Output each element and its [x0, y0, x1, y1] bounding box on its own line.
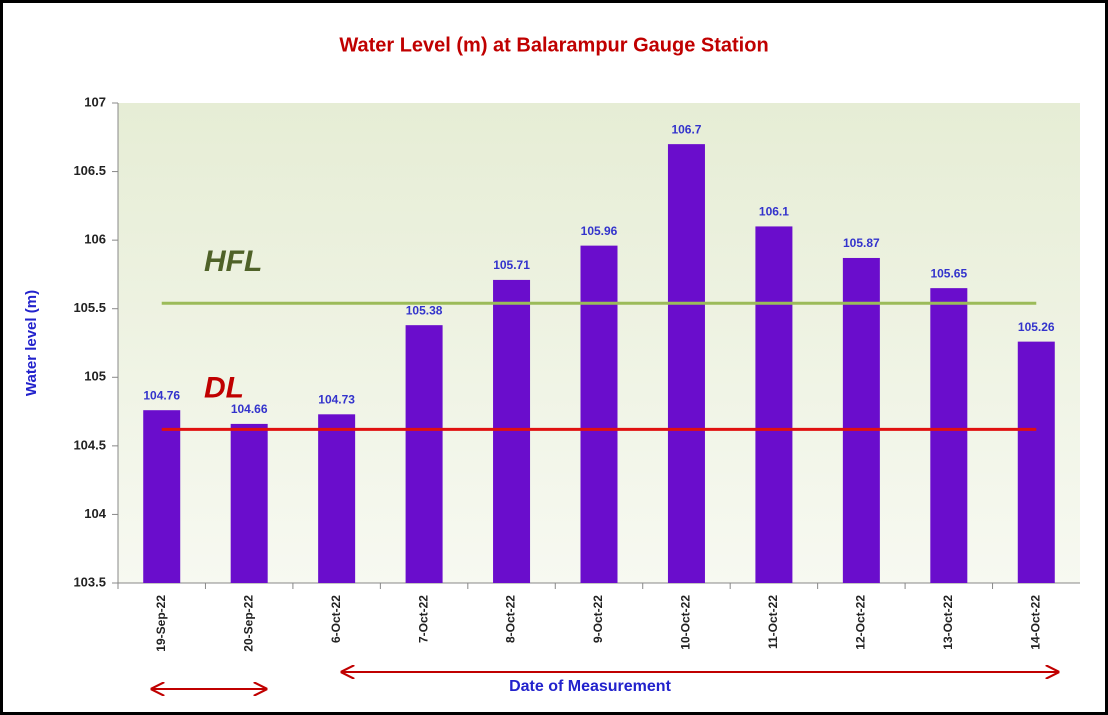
bar — [493, 279, 531, 583]
data-label: 105.26 — [1018, 320, 1055, 334]
bar — [405, 325, 443, 583]
bar — [1017, 341, 1055, 583]
bar — [842, 257, 880, 583]
data-label: 105.96 — [581, 224, 618, 238]
data-label: 106.7 — [671, 122, 701, 136]
x-tick-label: 13-Oct-22 — [941, 595, 955, 650]
bar — [230, 423, 268, 583]
x-tick-label: 7-Oct-22 — [416, 595, 430, 643]
data-label: 104.66 — [231, 402, 268, 416]
x-tick-label: 19-Sep-22 — [154, 595, 168, 652]
bar — [930, 288, 968, 583]
data-label: 105.87 — [843, 236, 880, 250]
y-tick-label: 105.5 — [73, 300, 106, 315]
x-tick-label: 14-Oct-22 — [1028, 595, 1042, 650]
x-tick-label: 10-Oct-22 — [679, 595, 693, 650]
data-label: 104.73 — [318, 392, 355, 406]
data-label: 104.76 — [143, 388, 180, 402]
x-tick-label: 12-Oct-22 — [854, 595, 868, 650]
y-tick-label: 104.5 — [73, 437, 106, 452]
bar — [755, 226, 793, 583]
data-label: 106.1 — [759, 205, 789, 219]
y-tick-label: 107 — [84, 94, 106, 109]
y-tick-label: 103.5 — [73, 574, 106, 589]
x-tick-label: 8-Oct-22 — [504, 595, 518, 643]
x-axis-label: Date of Measurement — [509, 678, 671, 695]
y-axis-label: Water level (m) — [23, 290, 40, 396]
bar — [667, 144, 705, 583]
y-tick-label: 106.5 — [73, 163, 106, 178]
bar — [143, 410, 181, 583]
x-tick-label: 11-Oct-22 — [766, 595, 780, 649]
bar — [580, 245, 618, 583]
reference-label: DL — [204, 371, 244, 404]
data-label: 105.65 — [930, 266, 967, 280]
chart-title: Water Level (m) at Balarampur Gauge Stat… — [339, 34, 768, 56]
y-tick-label: 104 — [84, 506, 106, 521]
x-tick-label: 20-Sep-22 — [241, 595, 255, 652]
y-tick-label: 106 — [84, 232, 106, 247]
x-tick-label: 9-Oct-22 — [591, 595, 605, 643]
data-label: 105.38 — [406, 303, 443, 317]
bar — [318, 414, 356, 583]
y-tick-label: 105 — [84, 369, 106, 384]
data-label: 105.71 — [493, 258, 530, 272]
reference-label: HFL — [204, 245, 262, 278]
x-tick-label: 6-Oct-22 — [329, 595, 343, 643]
